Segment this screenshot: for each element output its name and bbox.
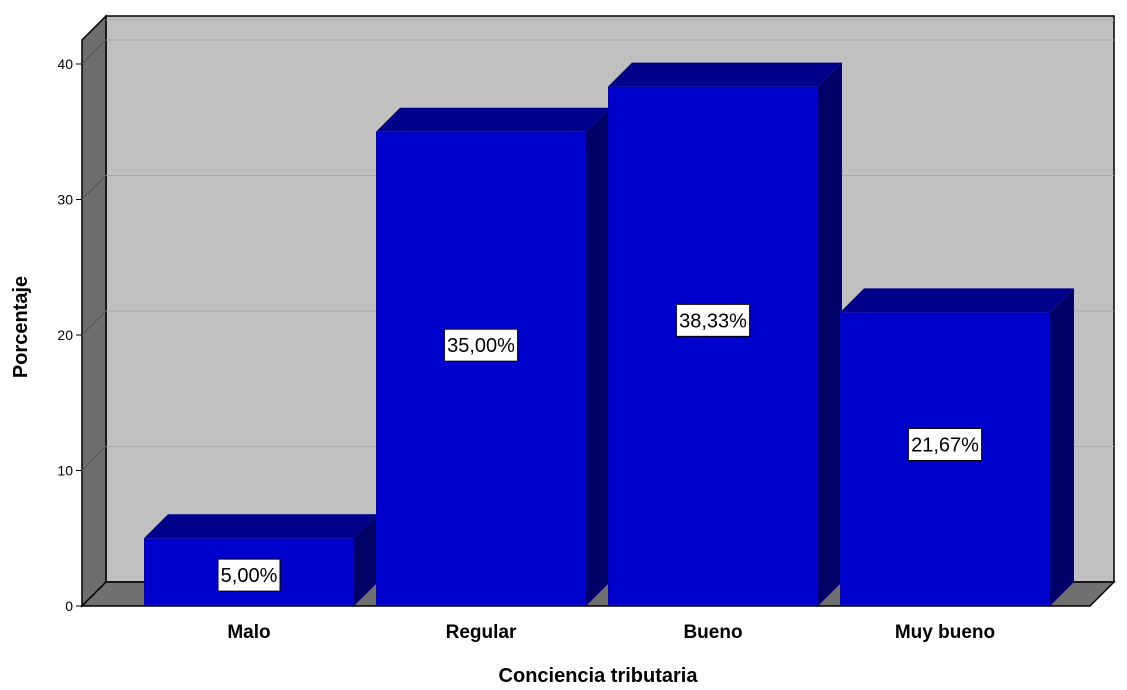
y-tick-label: 20 [57,327,73,343]
bar [376,107,610,606]
x-axis-title: Conciencia tributaria [499,665,699,687]
data-label: 35,00% [443,328,519,362]
gridline-side [81,175,107,200]
left-wall [81,14,107,608]
data-label-text: 5,00% [221,565,278,587]
data-label-text: 21,67% [911,435,979,457]
bar-side [354,514,378,606]
data-label-text: 35,00% [447,335,515,357]
y-tick-label: 0 [65,598,73,614]
gridline-side [81,39,107,65]
data-label-box [907,428,983,462]
y-tick-label: 40 [57,56,73,72]
bar-side [586,107,610,606]
bar-top [376,107,610,132]
gridline-side [81,446,107,471]
bar-top [608,62,842,87]
data-label: 38,33% [675,303,751,337]
bar [840,288,1074,606]
data-label-text: 38,33% [679,310,747,332]
data-label-box [675,303,751,337]
bar-side [1050,288,1074,606]
x-category-label: Muy bueno [895,622,995,643]
y-axis-title: Porcentaje [10,276,32,378]
data-label: 21,67% [907,428,983,462]
bar-front [376,131,586,606]
x-category-label: Bueno [683,622,742,643]
bars [144,62,1074,607]
y-tick-label: 30 [57,192,73,208]
data-label-box [443,328,519,362]
data-label: 5,00% [217,558,281,592]
bar-top [840,288,1074,313]
bar-side [818,62,842,607]
x-category-label: Regular [446,622,517,643]
data-label-box [217,558,281,592]
data-labels: 5,00% 35,00% 38,33% 21,67% [217,303,983,592]
bar [608,62,842,607]
bar-front [608,86,818,607]
x-axis-categories: Malo Regular Bueno Muy bueno [227,622,995,643]
y-tick-label: 10 [57,463,73,479]
bar-top [144,514,378,539]
y-axis-ticks: 0 10 20 30 40 [57,56,82,614]
x-category-label: Malo [227,622,270,643]
gridline-side [81,310,107,336]
